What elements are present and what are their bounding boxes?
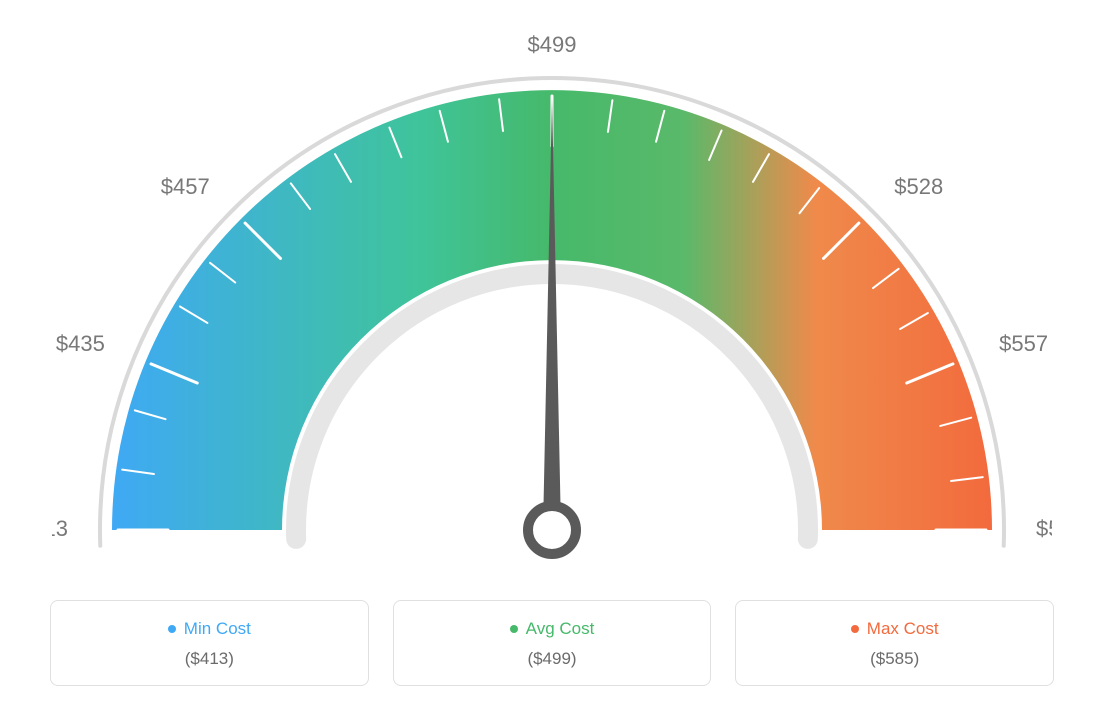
legend-title-row: Max Cost: [748, 619, 1041, 639]
legend-row: Min Cost ($413) Avg Cost ($499) Max Cost…: [30, 600, 1074, 686]
gauge-svg: $413 $435 $457 $499 $528 $557 $585: [52, 20, 1052, 560]
legend-title-min: Min Cost: [184, 619, 251, 639]
legend-dot-avg: [510, 625, 518, 633]
legend-value-min: ($413): [63, 649, 356, 669]
legend-title-row: Min Cost: [63, 619, 356, 639]
legend-value-max: ($585): [748, 649, 1041, 669]
legend-card-min: Min Cost ($413): [50, 600, 369, 686]
svg-text:$528: $528: [894, 174, 943, 199]
legend-card-avg: Avg Cost ($499): [393, 600, 712, 686]
svg-text:$457: $457: [161, 174, 210, 199]
svg-text:$499: $499: [528, 32, 577, 57]
legend-title-max: Max Cost: [867, 619, 939, 639]
legend-card-max: Max Cost ($585): [735, 600, 1054, 686]
legend-title-avg: Avg Cost: [526, 619, 595, 639]
svg-text:$585: $585: [1036, 516, 1052, 541]
gauge-chart: $413 $435 $457 $499 $528 $557 $585: [30, 20, 1074, 560]
legend-dot-min: [168, 625, 176, 633]
svg-text:$557: $557: [999, 331, 1048, 356]
svg-text:$435: $435: [56, 331, 105, 356]
legend-title-row: Avg Cost: [406, 619, 699, 639]
legend-value-avg: ($499): [406, 649, 699, 669]
svg-text:$413: $413: [52, 516, 68, 541]
legend-dot-max: [851, 625, 859, 633]
